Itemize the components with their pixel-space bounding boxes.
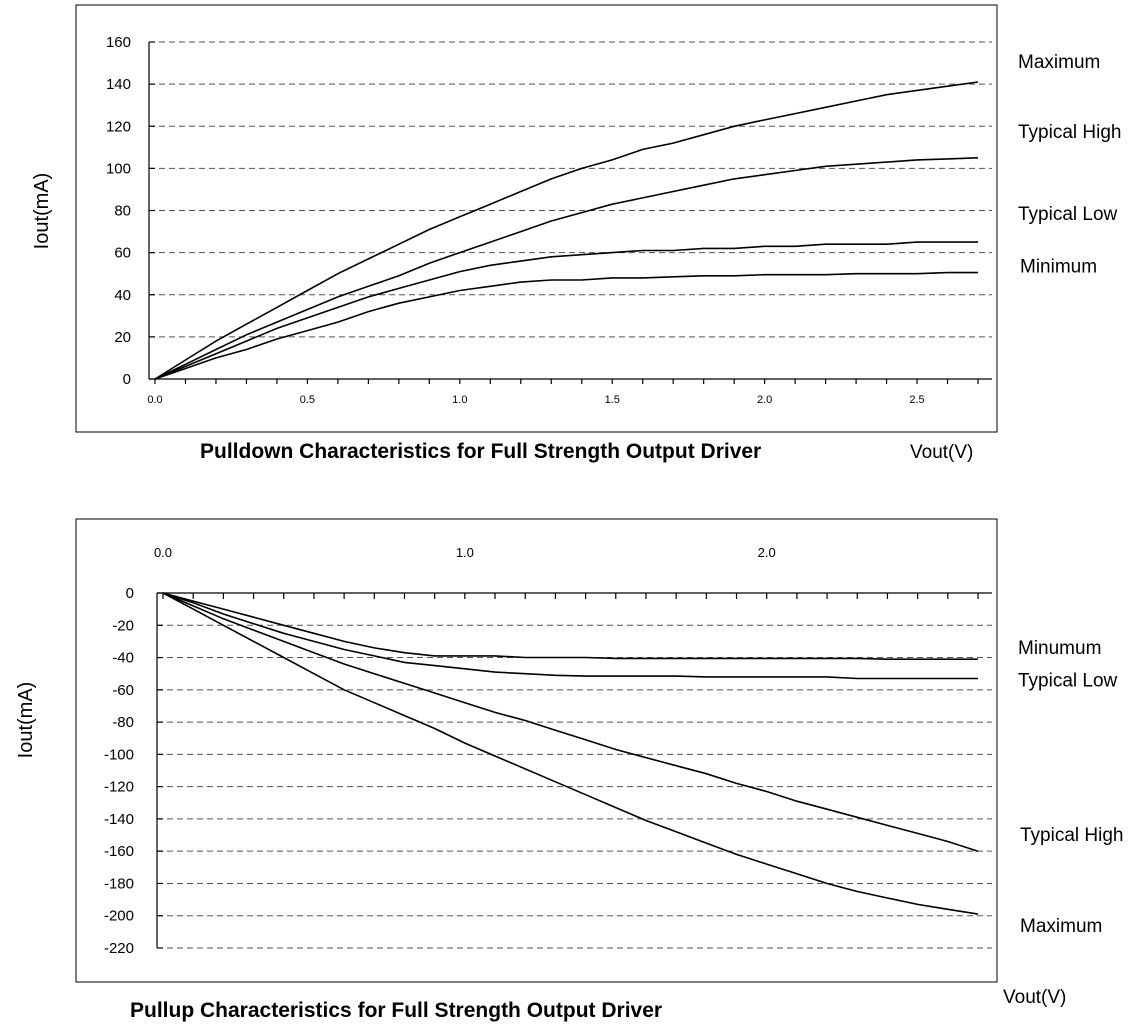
pulldown-series [154, 81, 979, 380]
pullup-y-tick-label: -80 [112, 714, 134, 731]
pullup-y-tick-label: -120 [104, 779, 134, 796]
pulldown-y-tick-label: 0 [123, 371, 131, 388]
pullup-y-tick-label: -140 [104, 811, 134, 828]
pullup-series-label: Typical High [1020, 825, 1124, 846]
pulldown-x-tick-label: 0.0 [147, 394, 162, 406]
pullup-x-axis-label: Vout(V) [1003, 987, 1066, 1008]
pulldown-gridlines [149, 41, 992, 338]
pulldown-x-tick-label: 1.0 [452, 394, 467, 406]
pullup-x-tick-label: 1.0 [456, 545, 474, 560]
pulldown-y-tick-label: 100 [106, 160, 131, 177]
pulldown-y-tick-labels: 0 20 40 60 80 100 120 140 160 [106, 34, 131, 388]
pullup-series-label: Typical Low [1018, 671, 1118, 692]
pulldown-series-label: Maximum [1018, 52, 1100, 73]
pullup-y-tick-label: -40 [112, 650, 134, 667]
pulldown-series-maximum-line [154, 81, 979, 380]
pulldown-series-label: Minimum [1020, 257, 1097, 278]
pulldown-chart: 0 20 40 60 80 100 120 140 160 0.0 0.5 1.0 1.5 2.0 2.5… [31, 4, 1122, 463]
pullup-series [162, 592, 979, 915]
pullup-y-tick-labels: 0 -20 -40 -60 -80 -100 -120 -140 -160 -180 -200 -22… [104, 585, 134, 957]
pulldown-axes [148, 41, 992, 384]
pulldown-y-tick-label: 80 [114, 203, 131, 220]
pulldown-y-tick-label: 120 [106, 118, 131, 135]
pulldown-x-tick-label: 1.5 [605, 394, 620, 406]
pullup-series-typical-high-line [162, 592, 979, 852]
pullup-y-axis-label: Iout(mA) [15, 682, 37, 759]
pulldown-x-tick-labels: 0.0 0.5 1.0 1.5 2.0 2.5 [147, 394, 924, 406]
pulldown-y-axis-label: Iout(mA) [31, 173, 53, 250]
pullup-series-maximum-line [162, 592, 979, 915]
pullup-x-tick-label: 0.0 [154, 545, 172, 560]
pullup-y-tick-label: -200 [104, 908, 134, 925]
pulldown-x-tick-label: 2.5 [909, 394, 924, 406]
pullup-x-tick-labels: 0.0 1.0 2.0 [154, 545, 776, 560]
pulldown-y-tick-label: 140 [106, 76, 131, 93]
pullup-axes [156, 592, 992, 949]
pullup-y-tick-label: -180 [104, 875, 134, 892]
pulldown-x-tick-label: 0.5 [300, 394, 315, 406]
pullup-y-tick-label: 0 [126, 585, 134, 602]
pulldown-series-label: Typical High [1018, 122, 1122, 143]
pullup-series-minumum-line [162, 592, 978, 661]
pulldown-series-labels: Maximum Typical High Typical Low Minimum [1018, 52, 1122, 278]
pulldown-series-typical-high-line [154, 157, 979, 380]
pulldown-y-tick-label: 40 [114, 287, 131, 304]
pullup-y-tick-label: -100 [104, 746, 134, 763]
pulldown-chart-title: Pulldown Characteristics for Full Streng… [200, 440, 761, 463]
pullup-y-tick-label: -20 [112, 617, 134, 634]
pulldown-y-tick-label: 60 [114, 245, 131, 262]
pulldown-x-axis-label: Vout(V) [910, 442, 973, 463]
pullup-series-labels: Minumum Typical Low Typical High Maximum [1018, 638, 1124, 937]
pullup-chart-title: Pullup Characteristics for Full Strength… [130, 999, 662, 1022]
pulldown-plot-frame [75, 4, 998, 433]
pullup-series-typical-low-line [162, 592, 978, 680]
pullup-chart: 0 -20 -40 -60 -80 -100 -120 -140 -160 -180 -200 -22… [15, 518, 1124, 1022]
pullup-x-tick-label: 2.0 [758, 545, 776, 560]
pulldown-y-tick-label: 20 [114, 329, 131, 346]
pullup-gridlines [157, 624, 992, 949]
pullup-series-label: Minumum [1018, 638, 1101, 659]
pulldown-series-label: Typical Low [1018, 204, 1118, 225]
pullup-y-tick-label: -160 [104, 843, 134, 860]
pullup-plot-frame [75, 518, 998, 983]
pullup-series-label: Maximum [1020, 916, 1102, 937]
pullup-y-tick-label: -220 [104, 940, 134, 957]
pulldown-series-typical-low-line [154, 241, 978, 380]
pullup-y-tick-label: -60 [112, 682, 134, 699]
pulldown-x-tick-label: 2.0 [757, 394, 772, 406]
pulldown-y-tick-label: 160 [106, 34, 131, 51]
pulldown-series-minimum-line [154, 271, 978, 380]
